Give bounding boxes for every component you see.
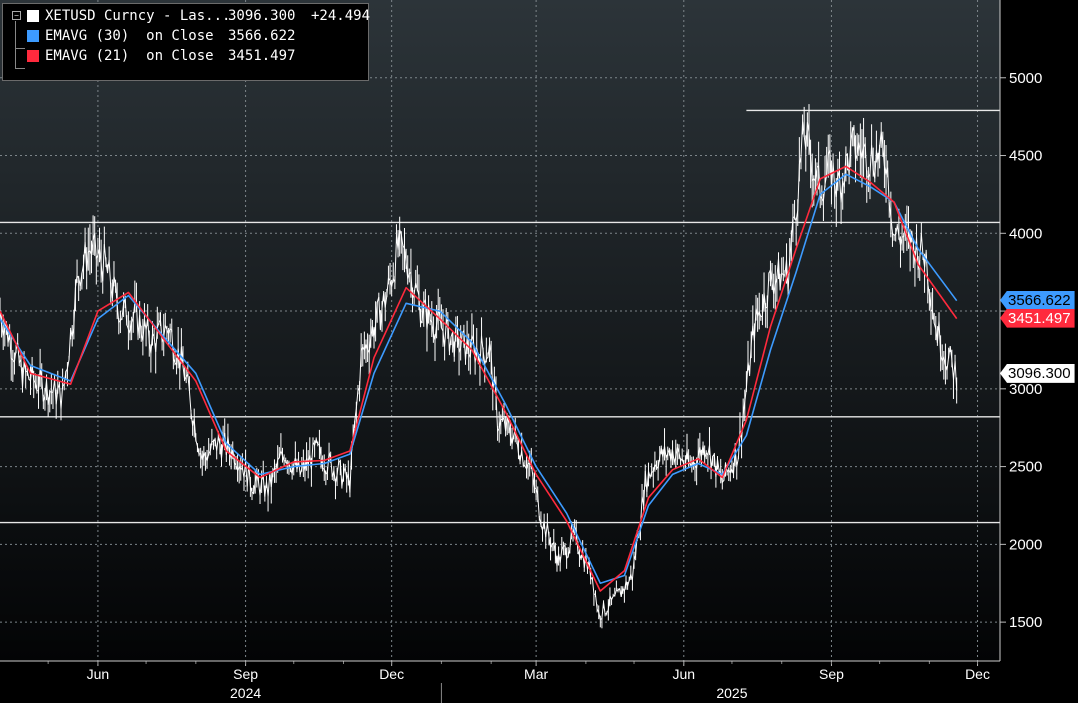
legend-swatch bbox=[27, 50, 39, 62]
legend-swatch bbox=[27, 30, 39, 42]
x-tick-label: Jun bbox=[672, 666, 695, 682]
price-tag-ema30: 3566.622 bbox=[1000, 290, 1075, 310]
y-tick-label: 4500 bbox=[1009, 148, 1042, 165]
price-series bbox=[0, 104, 958, 629]
y-tick-label: 3000 bbox=[1009, 381, 1042, 398]
x-tick-label: Dec bbox=[379, 666, 404, 682]
ema21-line bbox=[0, 165, 958, 592]
price-tag-ema21: 3451.497 bbox=[1000, 308, 1075, 328]
y-tick-label: 4000 bbox=[1009, 225, 1042, 242]
legend-item-ema30[interactable]: EMAVG (30) on Close 3566.622 bbox=[27, 27, 295, 45]
year-label: 2025 bbox=[716, 685, 747, 701]
collapse-toggle-icon[interactable]: − bbox=[12, 11, 21, 20]
legend-tree-line bbox=[15, 21, 25, 49]
legend-swatch bbox=[27, 10, 39, 22]
legend-change: +24.494 bbox=[311, 8, 371, 24]
year-label: 2024 bbox=[230, 685, 261, 701]
y-tick-label: 1500 bbox=[1009, 614, 1042, 631]
legend-label: XETUSD Curncy - Las... bbox=[45, 8, 231, 24]
legend-tree-line bbox=[15, 48, 25, 69]
y-tick-label: 2500 bbox=[1009, 459, 1042, 476]
axis-background bbox=[1000, 0, 1078, 703]
legend-item-ema21[interactable]: EMAVG (21) on Close 3451.497 bbox=[27, 47, 295, 65]
x-tick-label: Dec bbox=[965, 666, 990, 682]
y-tick-label: 2000 bbox=[1009, 536, 1042, 553]
x-tick-label: Jun bbox=[87, 666, 110, 682]
legend-value: 3566.622 bbox=[228, 28, 296, 44]
legend-item-price[interactable]: XETUSD Curncy - Las... 3096.300 +24.494 bbox=[27, 7, 370, 25]
x-tick-label: Sep bbox=[233, 666, 258, 682]
legend-value: 3451.497 bbox=[228, 48, 296, 64]
price-tag-last: 3096.300 bbox=[1000, 363, 1075, 383]
ema30-line bbox=[0, 173, 958, 585]
legend-value: 3096.300 bbox=[228, 8, 296, 24]
x-tick-label: Mar bbox=[524, 666, 548, 682]
y-tick-label: 5000 bbox=[1009, 70, 1042, 87]
date-axis-background bbox=[0, 661, 1000, 703]
x-tick-label: Sep bbox=[819, 666, 844, 682]
legend-label: EMAVG (21) on Close bbox=[45, 48, 214, 64]
legend: − XETUSD Curncy - Las... 3096.300 +24.49… bbox=[2, 3, 370, 81]
legend-label: EMAVG (30) on Close bbox=[45, 28, 214, 44]
plot-background bbox=[0, 0, 1000, 661]
